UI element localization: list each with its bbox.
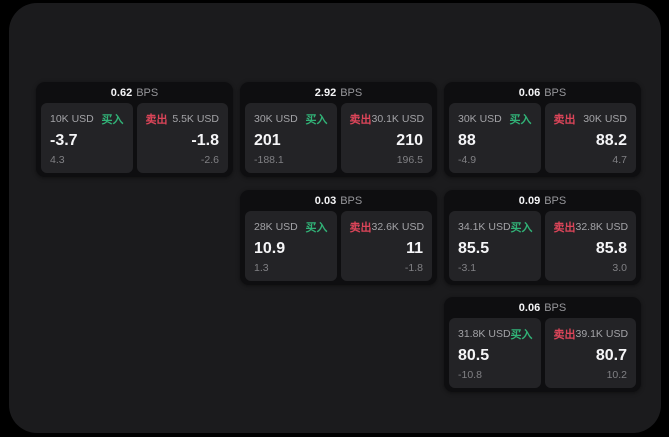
spread-value: 0.03: [314, 194, 337, 207]
buy-side-label: 买入: [305, 222, 328, 234]
buy-amount: 34.1K USD: [458, 221, 511, 233]
sell-delta: -2.6: [200, 154, 219, 166]
spread-header: 0.06 BPS: [449, 297, 636, 318]
sell-side-label: 卖出: [145, 114, 168, 126]
buy-price: 85.5: [458, 239, 490, 257]
spread-unit-label: BPS: [544, 86, 567, 99]
quote-panes: 30K USD 买入 88 -4.9 卖出 30K USD 88.2 4.7: [449, 103, 636, 173]
buy-delta: -3.1: [458, 262, 477, 274]
sell-pane[interactable]: 卖出 32.8K USD 85.8 3.0: [544, 211, 636, 281]
spread-header: 0.03 BPS: [245, 190, 432, 211]
sell-side-label: 卖出: [349, 114, 372, 126]
spread-unit-label: BPS: [340, 86, 363, 99]
buy-price: 80.5: [458, 346, 490, 364]
buy-amount: 30K USD: [254, 113, 298, 125]
spread-value: 2.92: [314, 86, 337, 99]
sell-delta: 3.0: [612, 262, 627, 274]
sell-side-label: 卖出: [553, 329, 576, 341]
buy-pane[interactable]: 34.1K USD 买入 85.5 -3.1: [449, 211, 541, 281]
sell-delta: -1.8: [404, 262, 423, 274]
spread-header: 0.06 BPS: [449, 82, 636, 103]
spread-unit-label: BPS: [544, 301, 567, 314]
sell-price: 88.2: [595, 131, 627, 149]
sell-delta: 196.5: [396, 154, 423, 166]
buy-price: 10.9: [254, 239, 286, 257]
spread-unit-label: BPS: [340, 194, 363, 207]
buy-delta: -4.9: [458, 154, 477, 166]
spread-value: 0.06: [518, 86, 541, 99]
sell-pane[interactable]: 卖出 30K USD 88.2 4.7: [544, 103, 636, 173]
sell-pane[interactable]: 卖出 5.5K USD -1.8 -2.6: [136, 103, 228, 173]
sell-amount: 32.6K USD: [371, 221, 425, 233]
buy-amount: 31.8K USD: [458, 328, 511, 340]
sell-pane[interactable]: 卖出 32.6K USD 11 -1.8: [340, 211, 432, 281]
quote-card: 0.06 BPS 31.8K USD 买入 80.5 -10.8 卖出 39.1…: [444, 297, 641, 392]
buy-pane[interactable]: 10K USD 买入 -3.7 4.3: [41, 103, 133, 173]
spread-value: 0.09: [518, 194, 541, 207]
sell-amount: 32.8K USD: [575, 221, 629, 233]
buy-side-label: 买入: [509, 114, 532, 126]
buy-side-label: 买入: [510, 222, 533, 234]
buy-amount: 30K USD: [458, 113, 502, 125]
sell-side-label: 卖出: [553, 114, 576, 126]
quote-panes: 30K USD 买入 201 -188.1 卖出 30.1K USD 210 1…: [245, 103, 432, 173]
buy-side-label: 买入: [101, 114, 124, 126]
sell-price: 11: [406, 239, 423, 257]
spread-value: 0.06: [518, 301, 541, 314]
quote-panes: 34.1K USD 买入 85.5 -3.1 卖出 32.8K USD 85.8…: [449, 211, 636, 281]
buy-amount: 28K USD: [254, 221, 298, 233]
quote-card: 0.62 BPS 10K USD 买入 -3.7 4.3 卖出 5.5K USD…: [36, 82, 233, 177]
quote-panes: 10K USD 买入 -3.7 4.3 卖出 5.5K USD -1.8 -2.…: [41, 103, 228, 173]
spread-unit-label: BPS: [544, 194, 567, 207]
sell-amount: 5.5K USD: [172, 113, 219, 125]
buy-pane[interactable]: 31.8K USD 买入 80.5 -10.8: [449, 318, 541, 388]
sell-delta: 10.2: [606, 369, 627, 381]
sell-price: -1.8: [191, 131, 219, 149]
quote-card: 0.03 BPS 28K USD 买入 10.9 1.3 卖出 32.6K US…: [240, 190, 437, 285]
quote-card: 0.09 BPS 34.1K USD 买入 85.5 -3.1 卖出 32.8K…: [444, 190, 641, 285]
sell-price: 80.7: [595, 346, 627, 364]
buy-delta: -10.8: [458, 369, 482, 381]
buy-price: -3.7: [50, 131, 78, 149]
spread-header: 0.62 BPS: [41, 82, 228, 103]
spread-unit-label: BPS: [136, 86, 159, 99]
buy-pane[interactable]: 30K USD 买入 88 -4.9: [449, 103, 541, 173]
buy-pane[interactable]: 28K USD 买入 10.9 1.3: [245, 211, 337, 281]
buy-side-label: 买入: [305, 114, 328, 126]
sell-amount: 30K USD: [583, 113, 627, 125]
buy-price: 88: [458, 131, 476, 149]
sell-pane[interactable]: 卖出 30.1K USD 210 196.5: [340, 103, 432, 173]
quote-card: 2.92 BPS 30K USD 买入 201 -188.1 卖出 30.1K …: [240, 82, 437, 177]
buy-price: 201: [254, 131, 281, 149]
sell-pane[interactable]: 卖出 39.1K USD 80.7 10.2: [544, 318, 636, 388]
buy-amount: 10K USD: [50, 113, 94, 125]
quote-panes: 28K USD 买入 10.9 1.3 卖出 32.6K USD 11 -1.8: [245, 211, 432, 281]
buy-delta: 1.3: [254, 262, 269, 274]
sell-amount: 30.1K USD: [371, 113, 425, 125]
sell-price: 210: [396, 131, 423, 149]
buy-delta: 4.3: [50, 154, 65, 166]
sell-side-label: 卖出: [349, 222, 372, 234]
spread-header: 2.92 BPS: [245, 82, 432, 103]
sell-delta: 4.7: [612, 154, 627, 166]
buy-side-label: 买入: [510, 329, 533, 341]
buy-delta: -188.1: [254, 154, 284, 166]
spread-value: 0.62: [110, 86, 133, 99]
sell-amount: 39.1K USD: [575, 328, 629, 340]
spread-header: 0.09 BPS: [449, 190, 636, 211]
sell-side-label: 卖出: [553, 222, 576, 234]
quote-card: 0.06 BPS 30K USD 买入 88 -4.9 卖出 30K USD 8…: [444, 82, 641, 177]
sell-price: 85.8: [595, 239, 627, 257]
quote-panes: 31.8K USD 买入 80.5 -10.8 卖出 39.1K USD 80.…: [449, 318, 636, 388]
buy-pane[interactable]: 30K USD 买入 201 -188.1: [245, 103, 337, 173]
